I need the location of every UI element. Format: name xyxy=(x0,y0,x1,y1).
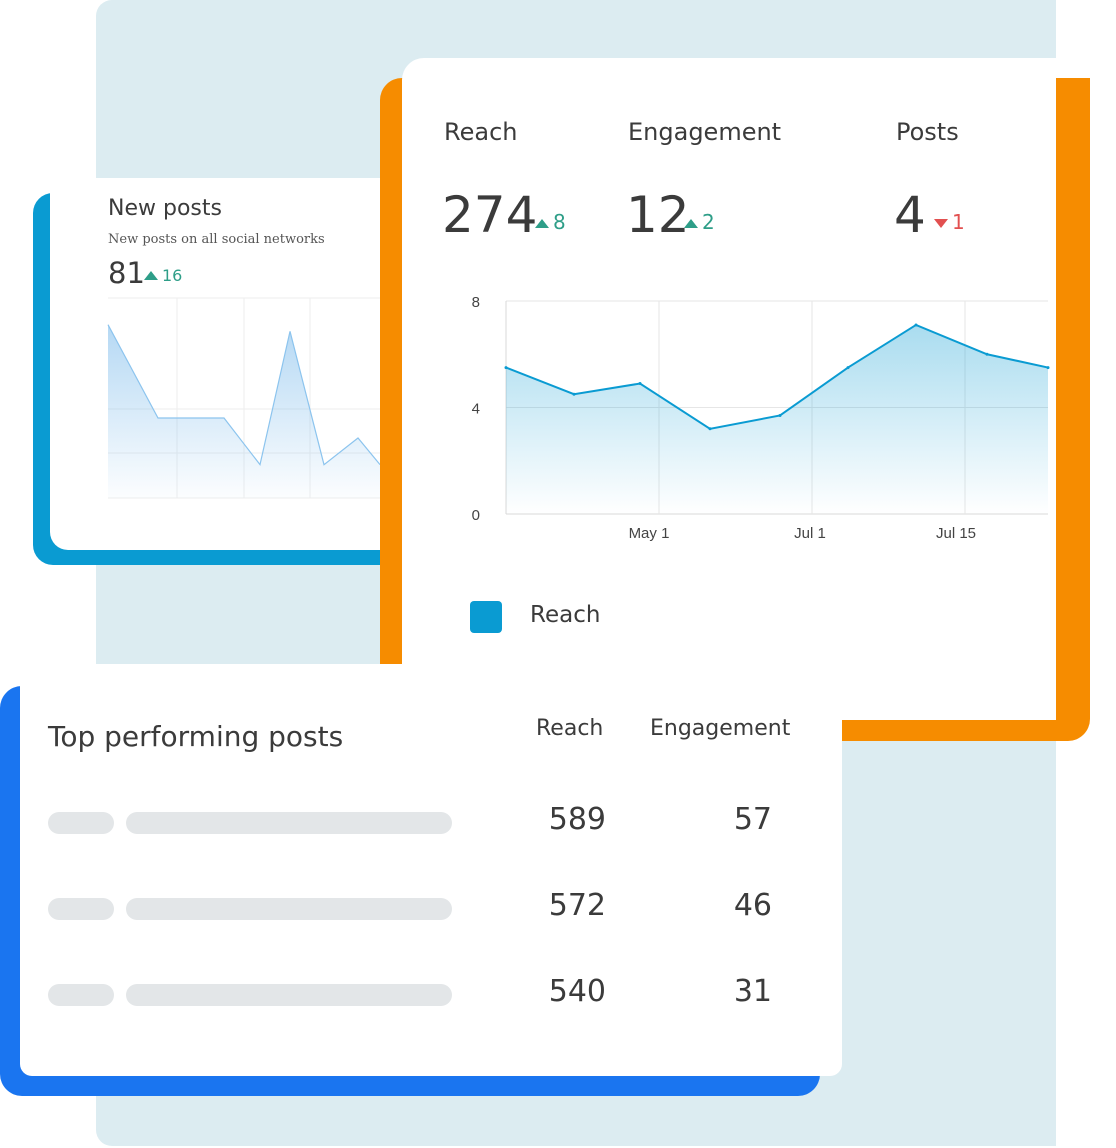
metric-delta-engagement: 2 xyxy=(684,210,715,234)
new-posts-card: New posts New posts on all social networ… xyxy=(50,178,410,550)
reach-area xyxy=(506,324,1048,514)
post-title-placeholder xyxy=(126,812,452,834)
x-tick-label: Jul 15 xyxy=(936,525,976,542)
reach-chart: 8 4 0 May 1 Jul 1 Jul 15 xyxy=(472,294,1050,542)
row-reach: 589 xyxy=(548,802,606,837)
new-posts-chart xyxy=(107,297,410,499)
y-tick-label: 8 xyxy=(472,294,480,311)
metric-value-reach: 274 xyxy=(442,186,538,244)
reach-point xyxy=(638,382,642,386)
row-engagement: 31 xyxy=(733,974,772,1009)
new-posts-title: New posts xyxy=(108,196,222,221)
metric-delta-posts-value: 1 xyxy=(952,210,965,234)
reach-point xyxy=(914,323,918,327)
row-engagement: 46 xyxy=(733,888,772,923)
y-tick-label: 4 xyxy=(472,401,480,418)
new-posts-delta: 16 xyxy=(144,266,182,285)
x-tick-label: Jul 1 xyxy=(794,525,826,542)
new-posts-value: 81 xyxy=(108,256,145,290)
metric-label-posts: Posts xyxy=(896,118,959,146)
reach-point xyxy=(504,366,508,370)
column-header-reach: Reach xyxy=(536,716,604,741)
x-tick-label: May 1 xyxy=(629,525,670,542)
metric-label-engagement: Engagement xyxy=(628,118,782,146)
new-posts-delta-value: 16 xyxy=(162,266,183,285)
reach-point xyxy=(1046,366,1050,370)
table-row[interactable]: 540 31 xyxy=(20,974,842,1016)
row-reach: 572 xyxy=(548,888,606,923)
reach-point xyxy=(985,352,989,356)
metric-delta-posts: 1 xyxy=(934,210,965,234)
row-reach: 540 xyxy=(548,974,606,1009)
reach-point xyxy=(846,366,850,370)
reach-point xyxy=(778,413,782,417)
column-header-engagement: Engagement xyxy=(650,716,791,741)
row-engagement: 57 xyxy=(733,802,772,837)
top-posts-card: Top performing posts Reach Engagement 58… xyxy=(20,664,842,1076)
np-area xyxy=(108,324,380,498)
post-thumbnail-placeholder xyxy=(48,812,114,834)
post-title-placeholder xyxy=(126,898,452,920)
table-row[interactable]: 589 57 xyxy=(20,802,842,844)
trend-up-icon xyxy=(684,219,698,228)
legend-swatch-reach[interactable] xyxy=(470,601,502,633)
legend-label-reach[interactable]: Reach xyxy=(530,602,601,628)
metric-delta-engagement-value: 2 xyxy=(702,210,715,234)
trend-down-icon xyxy=(934,219,948,228)
reach-point xyxy=(572,392,576,396)
trend-up-icon xyxy=(144,271,158,280)
post-title-placeholder xyxy=(126,984,452,1006)
metric-delta-reach: 8 xyxy=(535,210,566,234)
post-thumbnail-placeholder xyxy=(48,984,114,1006)
metric-label-reach: Reach xyxy=(444,118,518,146)
top-posts-title: Top performing posts xyxy=(48,720,344,753)
reach-point xyxy=(708,427,712,431)
trend-up-icon xyxy=(535,219,549,228)
np-line xyxy=(107,324,381,467)
new-posts-subtitle: New posts on all social networks xyxy=(108,232,325,247)
metric-value-engagement: 12 xyxy=(626,186,690,244)
y-tick-label: 0 xyxy=(472,507,480,524)
metric-delta-reach-value: 8 xyxy=(553,210,566,234)
metric-value-posts: 4 xyxy=(894,186,926,244)
table-row[interactable]: 572 46 xyxy=(20,888,842,930)
metrics-card: Reach Engagement Posts 274 12 4 8 2 1 8 4… xyxy=(402,58,1056,720)
post-thumbnail-placeholder xyxy=(48,898,114,920)
